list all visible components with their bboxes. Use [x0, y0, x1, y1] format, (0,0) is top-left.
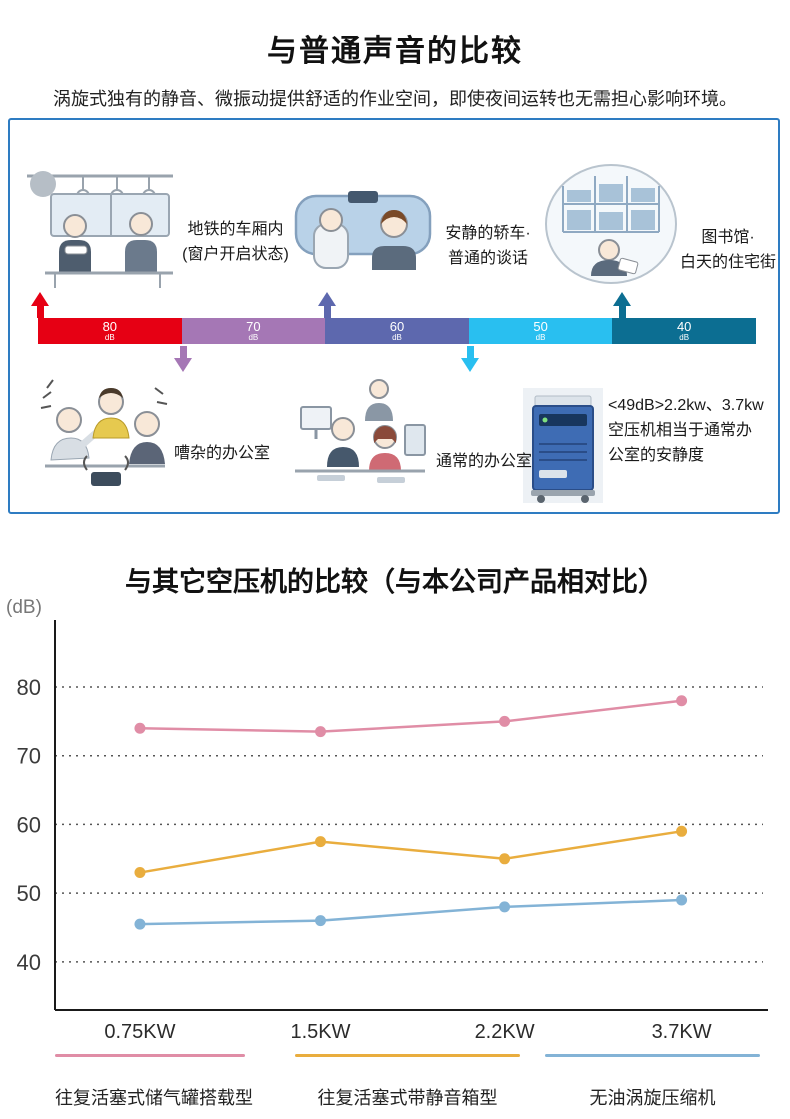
- noise-comparison-panel: 地铁的车厢内 (窗户开启状态) 安静的轿车· 普通的谈话 图书馆· 白天的住宅街…: [8, 118, 780, 514]
- arrow-stem: [179, 346, 187, 358]
- arrow-head: [318, 292, 336, 306]
- chart-legend: 往复活塞式储气罐搭载型 往复活塞式带静音箱型 无油涡旋压缩机: [55, 1054, 760, 1110]
- db-unit: dB: [679, 333, 690, 342]
- db-segment-70: 70 dB: [181, 318, 326, 344]
- compressor-illustration: [523, 388, 603, 503]
- data-point: [499, 715, 511, 727]
- y-tick-label: 70: [17, 744, 41, 769]
- y-tick-label: 80: [17, 675, 41, 700]
- legend-label: 无油涡旋压缩机: [589, 1088, 716, 1108]
- legend-line-pink: [55, 1054, 245, 1057]
- db-segment-80: 80 dB: [38, 318, 182, 344]
- db-value: 80: [102, 319, 118, 334]
- subway-illustration: [27, 171, 173, 288]
- legend-label: 往复活塞式储气罐搭载型: [55, 1088, 253, 1108]
- legend-item-piston-tank: 往复活塞式储气罐搭载型: [55, 1054, 253, 1110]
- db-value: 70: [246, 319, 261, 334]
- arrow-head: [174, 358, 192, 372]
- section1-subtitle: 涡旋式独有的静音、微振动提供舒适的作业空间，即使夜间运转也无需担心影响环境。: [53, 89, 737, 109]
- series-line: [139, 898, 682, 926]
- car-interior-illustration: [294, 191, 432, 270]
- x-tick-label: 0.75KW: [104, 1021, 175, 1043]
- data-point: [315, 726, 326, 738]
- arrow-head: [613, 292, 631, 306]
- normal-office-illustration: [295, 379, 426, 483]
- down-arrow-70db: [174, 346, 192, 372]
- db-unit: dB: [248, 333, 259, 342]
- noisy-office-illustration: [40, 379, 168, 486]
- series-line: [139, 699, 682, 733]
- db-unit: dB: [104, 333, 115, 342]
- y-tick-label: 40: [17, 950, 41, 975]
- arrow-stem: [36, 306, 44, 318]
- up-arrow-40db: [613, 292, 631, 318]
- arrow-stem: [466, 346, 474, 358]
- compressor-note: <49dB>2.2kw、3.7kw 空压机相当于通常办 公室的安静度: [608, 397, 764, 464]
- db-unit: dB: [535, 333, 546, 342]
- car-label: 安静的轿车· 普通的谈话: [445, 225, 531, 267]
- legend-item-piston-silent-box: 往复活塞式带静音箱型: [295, 1054, 520, 1110]
- x-tick-label: 3.7KW: [652, 1021, 712, 1043]
- noisy-office-label: 嘈杂的办公室: [173, 445, 270, 462]
- data-point: [676, 894, 688, 906]
- y-axis-unit-label: (dB): [6, 597, 42, 618]
- x-tick-label: 1.5KW: [290, 1021, 350, 1043]
- data-point: [676, 695, 688, 707]
- db-value: 50: [533, 319, 548, 334]
- section1-title: 与普通声音的比较: [267, 35, 523, 68]
- series-line: [139, 830, 682, 874]
- data-point: [315, 836, 326, 848]
- arrow-stem: [618, 306, 626, 318]
- section2-title: 与其它空压机的比较（与本公司产品相对比）: [125, 567, 665, 597]
- legend-line-orange: [295, 1054, 520, 1057]
- legend-line-blue: [545, 1054, 760, 1057]
- comparison-line-chart: 40 50 60 70 80 0.75KW 1.5KW 2.2KW 3.7KW: [17, 620, 768, 1043]
- arrow-stem: [323, 306, 331, 318]
- data-point: [134, 918, 146, 930]
- legend-label: 往复活塞式带静音箱型: [317, 1088, 498, 1108]
- db-segment-60: 60 dB: [325, 318, 469, 344]
- arrow-head: [31, 292, 49, 306]
- db-unit: dB: [392, 333, 402, 342]
- db-value: 40: [676, 319, 692, 334]
- data-point: [134, 867, 146, 879]
- decibel-scale-bar: 80 dB 70 dB 60 dB 50 dB 40 dB: [38, 318, 756, 344]
- x-tick-label: 2.2KW: [475, 1021, 535, 1043]
- subway-label: 地铁的车厢内 (窗户开启状态): [182, 221, 289, 263]
- y-tick-label: 60: [17, 812, 41, 837]
- library-illustration: [545, 164, 677, 284]
- normal-office-label: 通常的办公室: [435, 453, 532, 470]
- data-point: [134, 722, 146, 734]
- y-tick-label: 50: [17, 881, 41, 906]
- data-point: [315, 915, 326, 927]
- data-point: [499, 853, 511, 865]
- arrow-head: [461, 358, 479, 372]
- data-point: [676, 825, 688, 837]
- library-label: 图书馆· 白天的住宅街: [679, 229, 776, 271]
- legend-item-oil-free-scroll: 无油涡旋压缩机: [545, 1054, 760, 1110]
- data-point: [499, 901, 511, 913]
- db-segment-50: 50 dB: [468, 318, 613, 344]
- db-segment-40: 40 dB: [612, 318, 756, 344]
- up-arrow-60db: [318, 292, 336, 318]
- up-arrow-80db: [31, 292, 49, 318]
- db-value: 60: [389, 319, 405, 334]
- down-arrow-50db: [461, 346, 479, 372]
